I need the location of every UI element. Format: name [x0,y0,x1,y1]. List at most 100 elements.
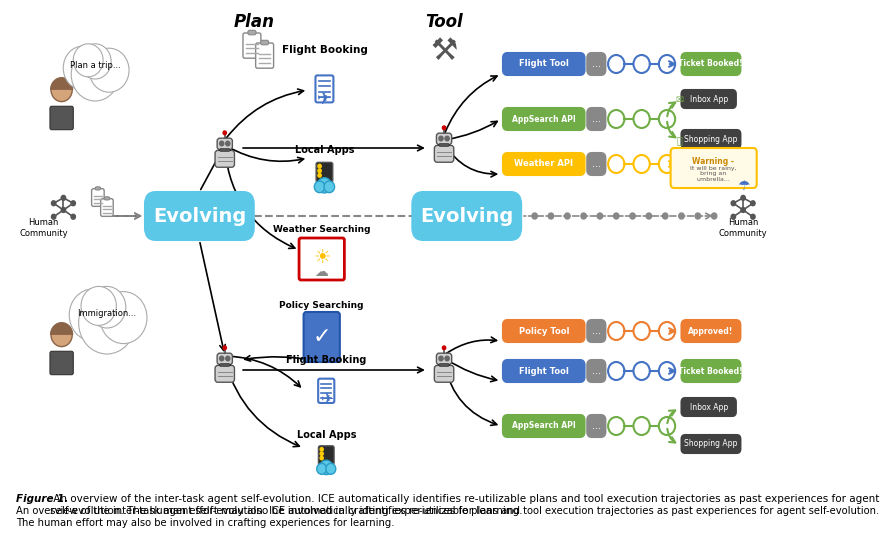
Circle shape [73,44,103,77]
FancyBboxPatch shape [587,360,606,382]
Text: ...: ... [591,421,601,431]
Circle shape [61,196,66,201]
Circle shape [320,460,333,475]
Text: ✉: ✉ [676,95,684,105]
Text: Policy Tool: Policy Tool [519,327,569,335]
Text: Human
Community: Human Community [20,218,67,238]
Text: ☀: ☀ [313,248,330,267]
Text: Weather API: Weather API [514,160,574,169]
FancyBboxPatch shape [215,150,234,167]
Circle shape [614,213,619,219]
FancyBboxPatch shape [587,108,606,130]
Text: Tool: Tool [425,13,463,31]
FancyBboxPatch shape [434,365,454,382]
Circle shape [633,55,650,73]
Circle shape [598,213,603,219]
FancyBboxPatch shape [316,162,333,182]
Circle shape [532,213,537,219]
Circle shape [608,110,624,128]
Circle shape [219,141,224,146]
Text: Shopping App: Shopping App [684,135,737,143]
FancyBboxPatch shape [95,187,100,190]
FancyBboxPatch shape [681,320,741,342]
Text: Immigration...: Immigration... [77,308,137,317]
Circle shape [659,55,675,73]
Circle shape [731,201,735,206]
Text: Flight Tool: Flight Tool [519,59,568,68]
Text: ⚒: ⚒ [431,38,457,66]
Circle shape [442,126,446,130]
Circle shape [741,208,745,212]
Circle shape [608,362,624,380]
FancyBboxPatch shape [681,90,736,108]
Circle shape [318,169,321,172]
Text: AppSearch API: AppSearch API [511,114,575,123]
FancyBboxPatch shape [50,351,74,375]
Text: Inbox App: Inbox App [690,94,728,103]
Circle shape [565,213,570,219]
Circle shape [695,213,701,219]
Circle shape [71,201,75,206]
Circle shape [445,356,449,361]
Circle shape [79,44,111,79]
Circle shape [630,213,635,219]
FancyBboxPatch shape [681,53,741,75]
FancyBboxPatch shape [215,365,234,382]
Circle shape [318,174,321,177]
Text: Approved!: Approved! [688,327,733,335]
Circle shape [711,213,717,219]
Text: Local Apps: Local Apps [297,430,356,440]
Circle shape [324,181,335,192]
Circle shape [581,213,586,219]
Text: Flight Tool: Flight Tool [519,367,568,376]
Circle shape [318,178,331,193]
Circle shape [51,78,72,101]
FancyBboxPatch shape [503,415,584,437]
Circle shape [659,417,675,435]
FancyBboxPatch shape [145,192,254,240]
Circle shape [608,155,624,173]
FancyBboxPatch shape [91,189,104,206]
FancyBboxPatch shape [503,320,584,342]
Circle shape [61,208,66,212]
Circle shape [633,362,650,380]
FancyBboxPatch shape [670,148,757,188]
Text: ...: ... [591,366,601,376]
Circle shape [439,356,443,361]
Circle shape [659,322,675,340]
Circle shape [548,213,554,219]
FancyBboxPatch shape [100,199,113,216]
FancyBboxPatch shape [681,398,736,416]
Text: 🛒: 🛒 [677,135,683,145]
Circle shape [659,110,675,128]
Text: ...: ... [591,114,601,124]
Text: Evolving: Evolving [420,206,513,225]
Circle shape [226,141,230,146]
Circle shape [608,55,624,73]
Text: ☂: ☂ [737,179,749,193]
Circle shape [318,164,321,168]
FancyBboxPatch shape [434,146,454,162]
Text: Plan a trip...: Plan a trip... [70,61,121,71]
Text: ...: ... [591,326,601,336]
FancyBboxPatch shape [587,415,606,437]
Circle shape [750,215,755,219]
Text: It will be rainy,
bring an
umbrella...: It will be rainy, bring an umbrella... [690,165,736,182]
Text: Shopping App: Shopping App [684,439,737,448]
Circle shape [69,289,116,341]
FancyBboxPatch shape [436,133,452,144]
Text: Inbox App: Inbox App [690,403,728,411]
Text: ...: ... [591,59,601,69]
FancyBboxPatch shape [243,33,261,58]
Circle shape [320,457,323,460]
Circle shape [81,286,116,326]
Circle shape [659,155,675,173]
Text: Warning -: Warning - [693,157,734,167]
Text: Warning -: Warning - [689,160,732,169]
FancyBboxPatch shape [248,30,256,35]
FancyBboxPatch shape [315,75,333,102]
Circle shape [608,417,624,435]
Circle shape [326,464,336,474]
FancyBboxPatch shape [50,106,74,130]
FancyBboxPatch shape [681,360,741,382]
